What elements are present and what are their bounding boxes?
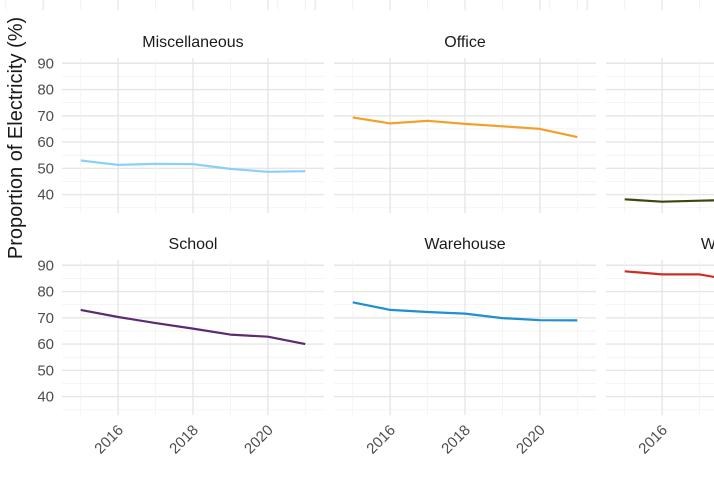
facet-strip-label: Warehous bbox=[701, 236, 714, 253]
facet-panels: Miscellaneous Office Re School Warehouse Ware… bbox=[5, 0, 714, 415]
facet-panel: Re bbox=[606, 58, 714, 213]
y-tick-label: 50 bbox=[37, 160, 54, 177]
x-axes: 2016 2018 2020 2016 2018 2020 2016 bbox=[91, 422, 671, 458]
series-line bbox=[352, 301, 578, 322]
y-axis-label: Proportion of Electricity (%) bbox=[5, 17, 27, 259]
facet-strip-label: Miscellaneous bbox=[142, 34, 243, 51]
y-tick-label: 90 bbox=[37, 257, 54, 274]
y-tick-label: 60 bbox=[37, 336, 54, 353]
y-tick-label: 70 bbox=[37, 310, 54, 327]
facet-strip-label: School bbox=[169, 236, 218, 253]
facet-panel: Miscellaneous bbox=[62, 34, 324, 213]
x-tick-label: 2020 bbox=[241, 422, 277, 458]
x-tick-label: 2016 bbox=[363, 422, 399, 458]
facet-strip-label: Office bbox=[444, 34, 486, 51]
x-tick-label: 2018 bbox=[166, 422, 202, 458]
x-tick-label: 2016 bbox=[635, 422, 671, 458]
series-line bbox=[80, 159, 306, 173]
y-tick-label: 80 bbox=[37, 82, 54, 99]
y-axes: 40 50 60 70 80 90 40 50 60 70 80 90 bbox=[37, 55, 54, 405]
y-tick-label: 70 bbox=[37, 108, 54, 125]
x-tick-label: 2018 bbox=[438, 422, 474, 458]
series-line bbox=[624, 270, 714, 279]
facet-strip-label: Warehouse bbox=[424, 236, 505, 253]
facet-panel: Warehouse bbox=[334, 236, 596, 415]
y-tick-label: 80 bbox=[37, 284, 54, 301]
y-tick-label: 90 bbox=[37, 55, 54, 72]
series-line bbox=[80, 308, 306, 346]
y-tick-label: 60 bbox=[37, 134, 54, 151]
series-line bbox=[624, 198, 714, 203]
y-tick-label: 40 bbox=[37, 389, 54, 406]
x-tick-label: 2020 bbox=[513, 422, 549, 458]
y-tick-label: 50 bbox=[37, 362, 54, 379]
series-line bbox=[352, 116, 578, 139]
y-tick-label: 40 bbox=[37, 187, 54, 204]
facet-panel: Warehous bbox=[606, 236, 714, 415]
facet-panel: Office bbox=[334, 34, 596, 213]
facet-panel: School bbox=[62, 236, 324, 415]
x-tick-label: 2016 bbox=[91, 422, 127, 458]
x-axis-label: Y bbox=[581, 474, 594, 477]
